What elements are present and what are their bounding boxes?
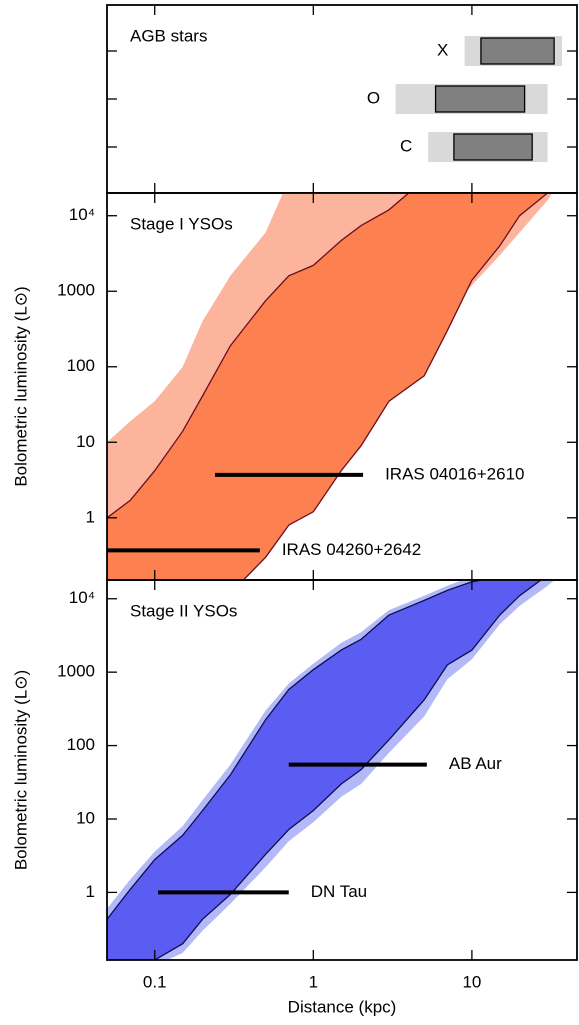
plot-area (395, 36, 563, 162)
range-bar (434, 85, 526, 113)
range-bar (453, 133, 533, 161)
y-tick-label: 1000 (57, 662, 95, 681)
band (107, 580, 543, 960)
panel-title: AGB stars (130, 26, 207, 45)
y-tick-label: 1 (86, 507, 95, 526)
annotation-label: DN Tau (311, 882, 367, 901)
y-tick-label: 10 (76, 808, 95, 827)
panel-title: Stage II YSOs (130, 601, 237, 620)
x-axis-label: Distance (kpc) (288, 997, 397, 1016)
category-label: C (400, 136, 412, 155)
panel-title: Stage I YSOs (130, 214, 233, 233)
y-tick-label: 100 (67, 735, 95, 754)
category-label: O (367, 88, 380, 107)
y-axis-label: Bolometric luminosity (L⊙) (11, 670, 30, 870)
category-label: X (437, 40, 448, 59)
y-tick-label: 10⁴ (69, 588, 95, 607)
frame (106, 579, 578, 961)
y-tick-label: 100 (67, 356, 95, 375)
band (107, 193, 549, 580)
panel: X O C AGB stars (106, 4, 578, 194)
x-tick-label: 0.1 (143, 972, 167, 991)
y-tick-label: 10⁴ (69, 205, 95, 224)
panel: IRAS 04016+2610 IRAS 04260+2642 1 10 100 1000… (11, 192, 578, 581)
y-tick-label: 10 (76, 432, 95, 451)
panel: AB Aur DN Tau 1 10 100 1000 10⁴ Bolometric lumi… (11, 579, 578, 1016)
annotation-label: IRAS 04260+2642 (282, 540, 421, 559)
annotation-label: AB Aur (449, 754, 502, 773)
plot-area (107, 580, 555, 960)
plot-area (107, 193, 553, 580)
x-tick-label: 10 (462, 972, 481, 991)
y-tick-label: 1000 (57, 281, 95, 300)
range-bar (480, 37, 555, 65)
x-tick-label: 1 (309, 972, 318, 991)
annotation-label: IRAS 04016+2610 (385, 464, 524, 483)
y-tick-label: 1 (86, 882, 95, 901)
y-axis-label: Bolometric luminosity (L⊙) (11, 286, 30, 486)
